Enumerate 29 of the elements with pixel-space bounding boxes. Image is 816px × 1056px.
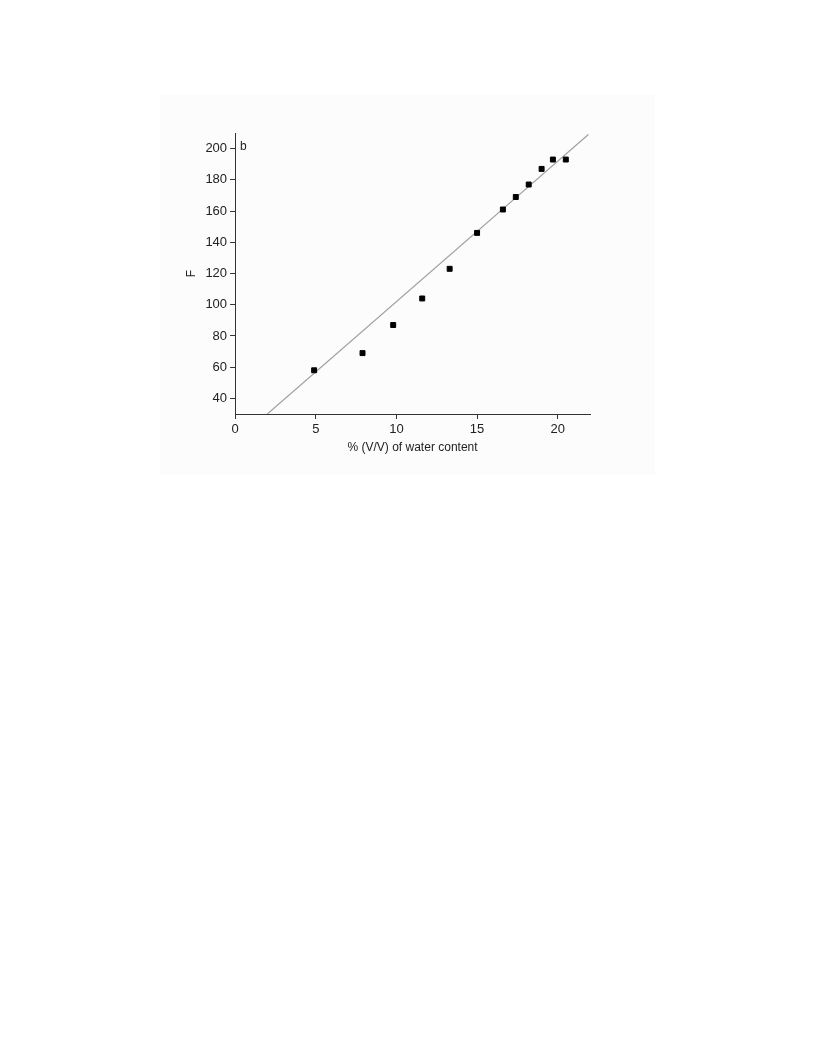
point xyxy=(538,165,545,172)
y-tick-label: 80 xyxy=(212,327,228,343)
y-axis-title: F xyxy=(183,269,198,278)
x-tick-label: 20 xyxy=(550,421,565,437)
annotation: b xyxy=(240,139,248,154)
y-tick-label: 200 xyxy=(205,140,228,156)
point xyxy=(562,156,569,163)
x-tick-label: 0 xyxy=(231,421,239,437)
y-tick-label: 40 xyxy=(212,389,228,405)
y-tick-label: 160 xyxy=(205,202,228,218)
x-axis-title: % (V/V) of water content xyxy=(347,440,479,455)
point xyxy=(446,265,453,272)
x-tick-label: 10 xyxy=(389,421,404,437)
x-tick-label: 15 xyxy=(469,421,485,437)
y-tick-label: 180 xyxy=(205,171,228,187)
point xyxy=(419,295,426,302)
y-tick-label: 100 xyxy=(205,296,228,312)
point xyxy=(311,367,318,374)
x-tick-label: 5 xyxy=(312,421,320,437)
y-tick-label: 60 xyxy=(212,358,228,374)
point xyxy=(499,206,506,213)
y-tick-label: 120 xyxy=(205,265,228,281)
point xyxy=(549,156,556,163)
point xyxy=(474,229,481,236)
y-tick-label: 140 xyxy=(205,233,228,249)
point xyxy=(512,194,519,200)
point xyxy=(390,322,397,328)
point xyxy=(359,350,366,357)
point xyxy=(525,181,532,188)
